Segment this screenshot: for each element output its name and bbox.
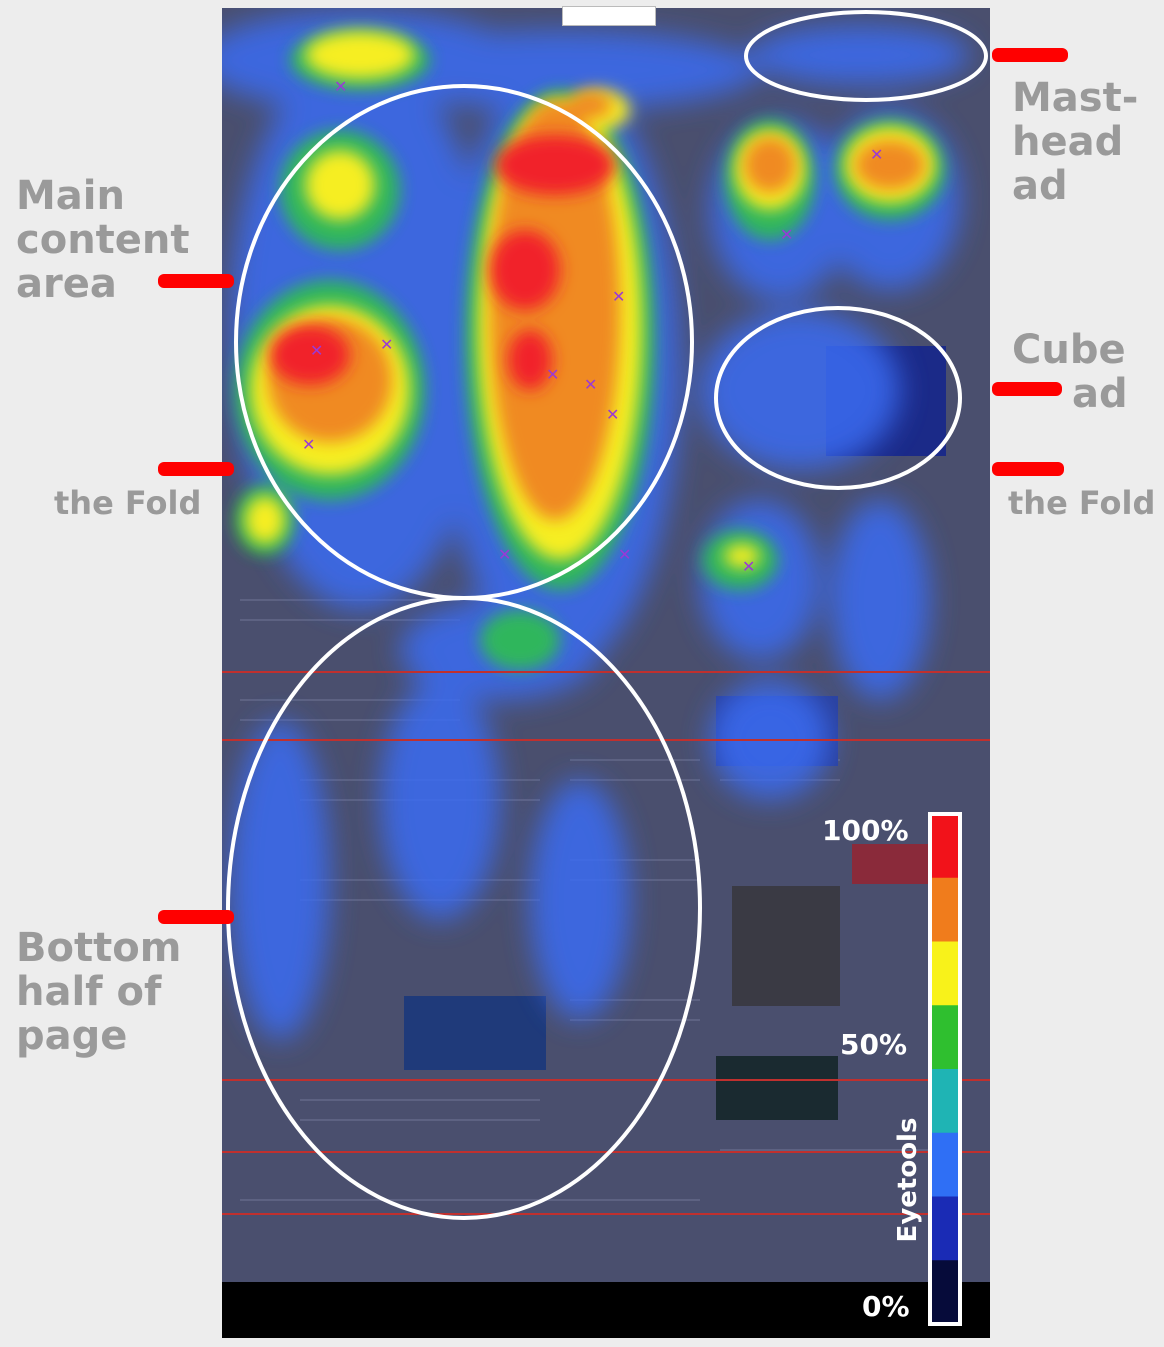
bottom-half-label: Bottom half of page xyxy=(16,925,182,1059)
svg-text:✕: ✕ xyxy=(546,365,559,384)
masthead-marker xyxy=(992,48,1068,62)
fixation-marks: ✕ ✕ ✕ ✕ ✕ ✕ ✕ ✕ ✕ ✕ ✕ ✕ ✕ xyxy=(302,77,883,576)
legend-swatch xyxy=(930,1069,960,1134)
pointer-markers xyxy=(158,48,1068,924)
legend-swatch xyxy=(930,941,960,1006)
svg-text:✕: ✕ xyxy=(612,287,625,306)
fold-left-label: the Fold xyxy=(54,484,202,522)
legend-swatch xyxy=(930,814,960,879)
page-footer xyxy=(222,1282,990,1338)
cube-ad-ellipse xyxy=(714,306,962,490)
fold-right-marker xyxy=(992,462,1064,476)
color-scale-legend xyxy=(928,812,962,1326)
svg-text:✕: ✕ xyxy=(870,145,883,164)
main-content-marker xyxy=(158,274,234,288)
cube-ad-marker xyxy=(992,382,1062,396)
legend-swatch xyxy=(930,1005,960,1070)
page-divider-lines xyxy=(222,671,990,1215)
legend-100-label: 100% xyxy=(822,814,909,847)
svg-text:✕: ✕ xyxy=(780,225,793,244)
svg-text:✕: ✕ xyxy=(334,77,347,96)
fold-right-label: the Fold xyxy=(1008,484,1156,522)
svg-text:✕: ✕ xyxy=(380,335,393,354)
legend-swatch xyxy=(930,1260,960,1325)
bottom-half-marker xyxy=(158,910,234,924)
svg-text:✕: ✕ xyxy=(584,375,597,394)
eyetools-brand: Eyetools xyxy=(893,1117,923,1243)
legend-swatch xyxy=(930,1132,960,1197)
legend-swatch xyxy=(930,1196,960,1261)
svg-text:✕: ✕ xyxy=(302,435,315,454)
svg-text:✕: ✕ xyxy=(310,341,323,360)
svg-text:✕: ✕ xyxy=(606,405,619,424)
main-content-label: Main content area xyxy=(16,173,190,307)
svg-text:✕: ✕ xyxy=(618,545,631,564)
top-tab-chip xyxy=(562,6,656,26)
svg-text:✕: ✕ xyxy=(498,545,511,564)
fold-left-marker xyxy=(158,462,234,476)
masthead-ad-label: Mast- head ad xyxy=(1012,75,1139,209)
legend-swatch xyxy=(930,877,960,942)
bottom-half-ellipse xyxy=(226,596,702,1220)
legend-0-label: 0% xyxy=(862,1290,910,1323)
legend-frame xyxy=(928,812,962,1326)
legend-50-label: 50% xyxy=(840,1028,908,1061)
masthead-ad-ellipse xyxy=(744,10,988,102)
cube-ad-label: Cube ad xyxy=(1012,327,1128,417)
svg-text:✕: ✕ xyxy=(742,557,755,576)
annotation-ellipses xyxy=(226,10,988,1220)
heatmap-red xyxy=(270,135,615,390)
